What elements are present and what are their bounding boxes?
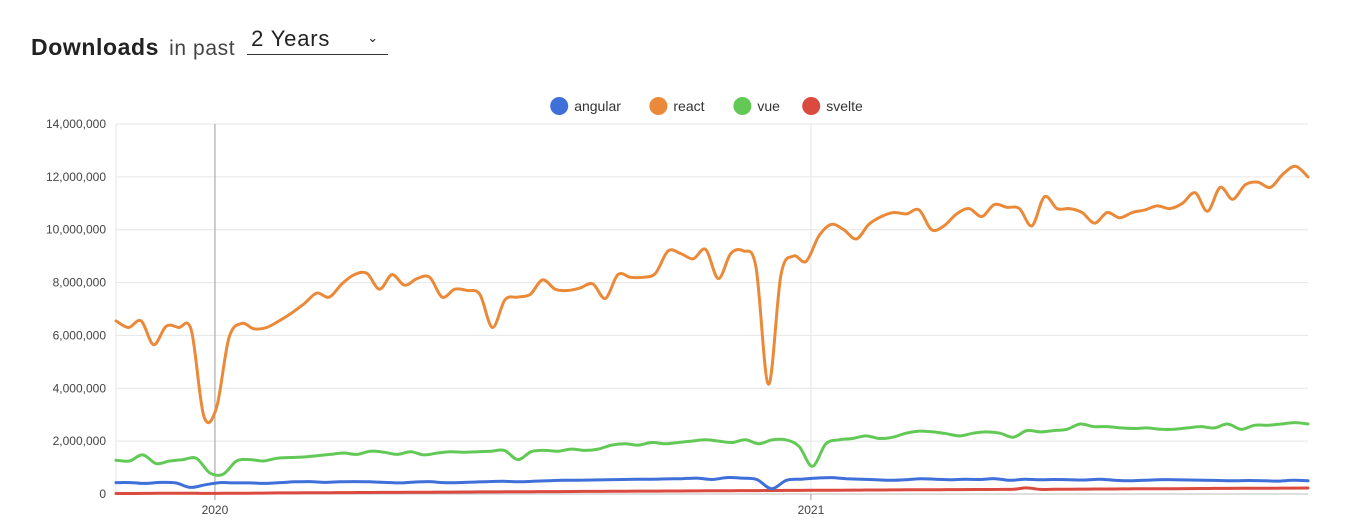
chart-header: Downloads in past 2 Years ⌄ (31, 22, 389, 60)
y-tick-label: 4,000,000 (53, 381, 107, 395)
chart-subtitle: in past (169, 37, 236, 60)
y-tick-label: 10,000,000 (46, 223, 106, 237)
y-tick-label: 14,000,000 (46, 117, 106, 131)
x-tick-label: 2021 (798, 503, 825, 517)
y-tick-label: 2,000,000 (53, 434, 107, 448)
series-line-react[interactable] (114, 164, 1310, 425)
legend-swatch-angular[interactable] (550, 97, 569, 115)
legend-label-angular[interactable]: angular (574, 98, 621, 114)
period-select[interactable]: 2 Years ⌄ (247, 22, 389, 55)
legend-label-vue[interactable]: vue (757, 98, 780, 114)
x-tick-label: 2020 (202, 503, 229, 517)
series-line-vue[interactable] (114, 421, 1310, 477)
legend-label-react[interactable]: react (673, 98, 704, 114)
y-tick-label: 12,000,000 (46, 170, 106, 184)
series-line-svelte[interactable] (114, 486, 1310, 495)
legend-label-svelte[interactable]: svelte (826, 98, 863, 114)
chart-title: Downloads (31, 34, 160, 60)
period-select-value: 2 Years (251, 26, 331, 51)
y-tick-label: 8,000,000 (53, 276, 107, 290)
y-tick-label: 6,000,000 (53, 328, 107, 342)
series-line-angular[interactable] (114, 476, 1310, 491)
chevron-down-icon: ⌄ (367, 30, 379, 45)
legend-swatch-react[interactable] (649, 97, 668, 115)
legend-swatch-vue[interactable] (733, 97, 752, 115)
legend-swatch-svelte[interactable] (802, 97, 821, 115)
y-tick-label: 0 (99, 487, 106, 501)
